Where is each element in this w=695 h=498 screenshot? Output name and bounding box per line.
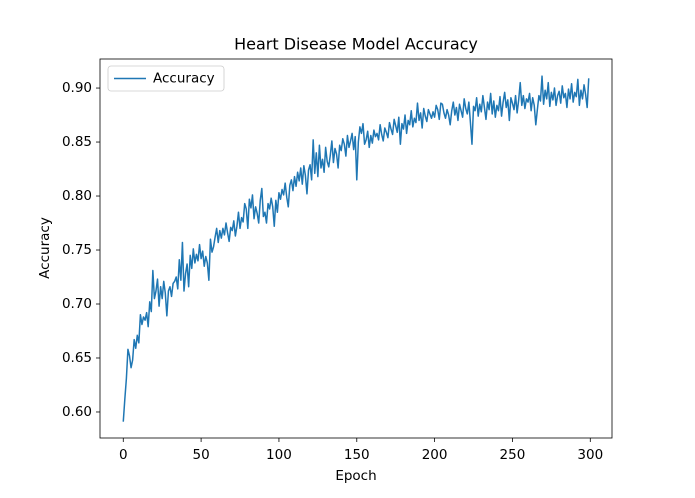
x-axis-label: Epoch [335,468,376,484]
x-tick-label: 300 [577,447,603,463]
x-tick-label: 150 [344,447,370,463]
y-tick-label: 0.70 [62,296,92,312]
x-tick-label: 200 [422,447,448,463]
chart-title: Heart Disease Model Accuracy [234,35,478,54]
y-axis-label: Accuracy [37,217,53,279]
x-tick-label: 250 [500,447,526,463]
y-tick-label: 0.85 [62,134,92,150]
x-tick-label: 0 [119,447,128,463]
legend-box [107,65,225,92]
y-tick-label: 0.60 [62,404,92,420]
x-tick-label: 50 [193,447,210,463]
x-tick-label: 100 [266,447,292,463]
y-tick-label: 0.75 [62,242,92,258]
legend-label: Accuracy [153,71,215,87]
y-tick-label: 0.90 [62,80,92,96]
y-tick-label: 0.80 [62,188,92,204]
y-tick-label: 0.65 [62,350,92,366]
axes-frame [99,58,613,439]
data-line [122,75,590,422]
